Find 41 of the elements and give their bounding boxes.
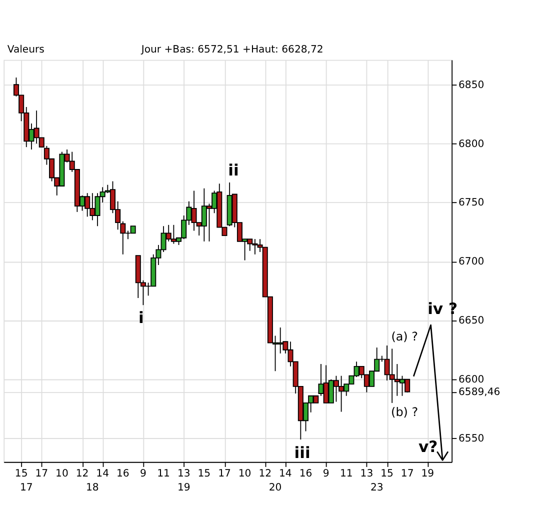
y-tick-label: 6600 [458,374,484,386]
x-tick-label: 9 [140,468,146,480]
y-tick-label: 6750 [458,198,484,209]
text: Jour +Bas: 6572,51 +Haut: 6628,72 [140,44,324,56]
x-tick-label: 17 [400,468,414,480]
annotation: (a) ? [391,330,418,344]
y-tick-label: 6800 [458,138,484,150]
x-tick-label: 15 [380,468,394,480]
annotation: ii [228,162,239,180]
x-tick-label: 10 [56,468,68,480]
x-tick-label: 23 [370,482,384,494]
annotation: iii [294,444,310,462]
x-tick-label: 16 [116,468,130,480]
category-label: 13 19 [177,468,190,494]
x-tick-label: 16 [299,468,312,480]
y-tick-label: 6650 [458,316,484,327]
x-tick-label: 15 [198,468,211,480]
x-tick-label: 9 [322,468,330,480]
y-tick-label: 6589,46 [458,387,500,398]
y-tick-label: 6550 [458,434,484,445]
y-tick-label: 6850 [458,80,484,91]
x-tick-label: 11 [157,468,170,480]
x-tick-label: 15 [14,468,28,480]
text: Valeurs [7,44,44,56]
x-tick-label: 17 [20,482,33,494]
x-tick-label: 11 [340,468,353,480]
x-tick-label: 18 [86,482,99,494]
x-tick-label: 12 [76,468,89,480]
annotation: v? [418,438,438,456]
annotation: i [138,308,144,327]
y-tick-label: 6700 [458,256,484,268]
x-tick-label: 10 [238,468,252,480]
x-tick-label: 17 [35,468,48,480]
x-tick-label: 14 [279,468,292,480]
x-tick-label: 12 [258,468,272,480]
annotation: (b) ? [391,404,418,419]
x-tick-label: 19 [421,468,434,480]
x-tick-label: 20 [268,482,282,494]
x-tick-label: 13 [360,468,374,480]
x-tick-label: 17 [218,468,231,480]
x-tick-label: 14 [96,468,109,480]
